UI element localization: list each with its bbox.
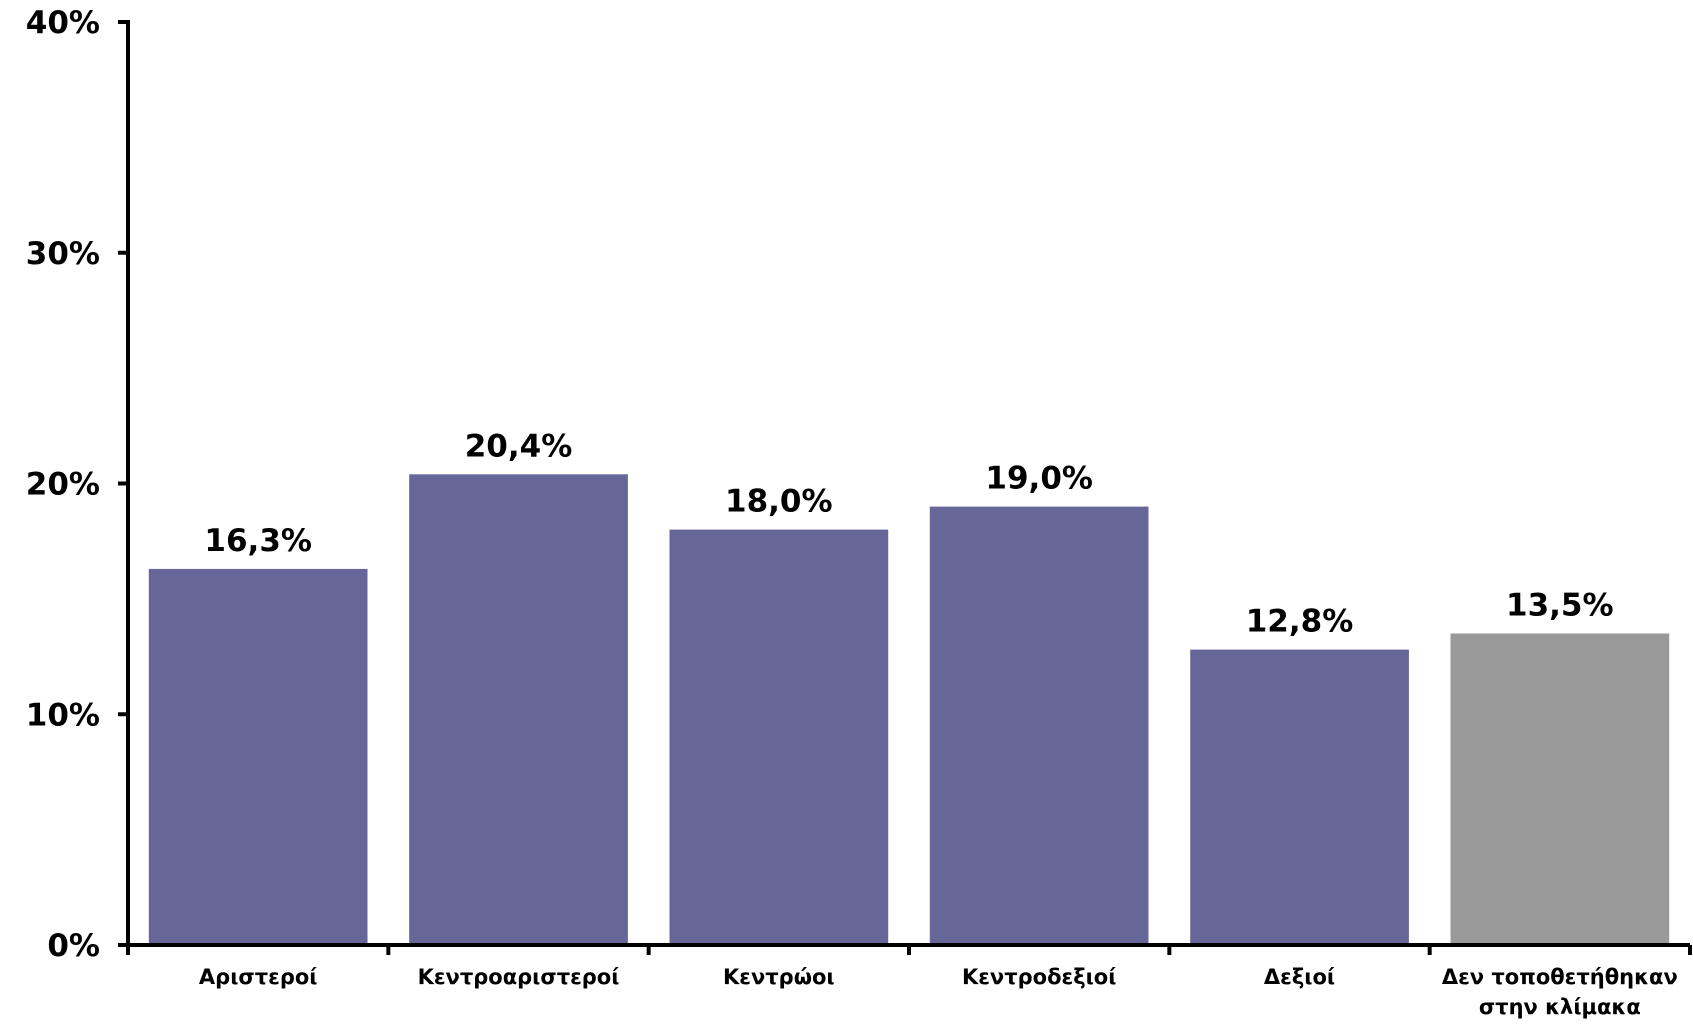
- data-label: 16,3%: [204, 523, 312, 559]
- y-tick-label: 10%: [26, 697, 100, 733]
- x-tick-label: Κεντρώοι: [723, 965, 835, 989]
- data-label: 19,0%: [985, 461, 1093, 497]
- data-label: 20,4%: [465, 428, 573, 464]
- x-tick-label: Κεντροδεξιοί: [962, 965, 1116, 989]
- data-label: 13,5%: [1506, 588, 1614, 624]
- y-tick-label: 30%: [26, 236, 100, 272]
- bar: [409, 474, 628, 945]
- x-tick-label: Δεν τοποθετήθηκαν: [1442, 965, 1678, 989]
- data-label: 18,0%: [725, 484, 833, 520]
- x-tick-label: Δεξιοί: [1264, 965, 1335, 989]
- x-tick-label: Κεντροαριστεροί: [418, 965, 620, 989]
- y-tick-label: 0%: [47, 928, 100, 964]
- bar: [669, 529, 889, 945]
- data-label: 12,8%: [1246, 604, 1354, 640]
- x-tick-label: στην κλίμακα: [1479, 995, 1641, 1019]
- bar: [1190, 649, 1409, 945]
- x-tick-label: Αριστεροί: [199, 965, 318, 989]
- bar: [148, 568, 368, 945]
- y-tick-label: 20%: [26, 467, 100, 503]
- bar: [929, 506, 1149, 945]
- bar: [1450, 633, 1670, 945]
- y-tick-label: 40%: [26, 5, 100, 41]
